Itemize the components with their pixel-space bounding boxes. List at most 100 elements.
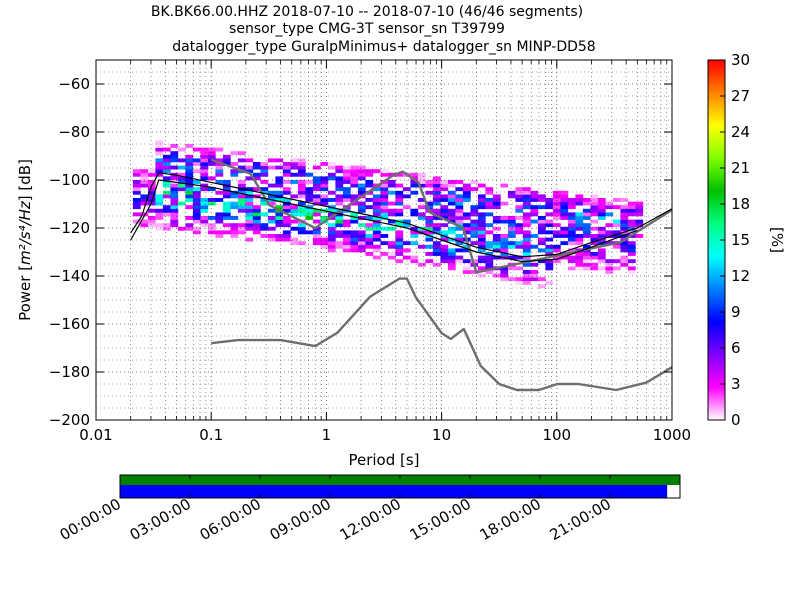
psd-cell — [395, 198, 404, 202]
psd-cell — [267, 190, 276, 195]
psd-cell — [402, 223, 411, 228]
psd-cell — [170, 208, 179, 213]
x-tick-label: 100 — [542, 426, 571, 444]
psd-cell — [522, 262, 531, 267]
mode-psd-line — [130, 179, 638, 263]
colorbar-tick-label: 24 — [731, 123, 750, 141]
psd-cell — [305, 180, 314, 184]
psd-cell — [162, 169, 171, 174]
psd-cell — [185, 190, 194, 195]
psd-cell — [230, 216, 239, 220]
psd-cell — [462, 183, 471, 188]
psd-cell — [605, 241, 614, 246]
psd-cell — [267, 183, 276, 188]
psd-cell — [267, 216, 276, 220]
psd-cell — [432, 216, 441, 220]
psd-cell — [162, 180, 171, 184]
psd-cell — [207, 151, 216, 156]
psd-cell — [627, 259, 636, 264]
psd-cell — [245, 165, 254, 170]
psd-cell — [597, 259, 606, 264]
psd-cell — [275, 198, 284, 202]
psd-cell — [560, 230, 569, 235]
psd-cell — [312, 198, 321, 202]
psd-cell — [582, 223, 591, 228]
psd-cell — [200, 151, 209, 156]
psd-cell — [245, 194, 254, 199]
psd-cell — [372, 205, 381, 210]
psd-cell — [162, 165, 171, 170]
psd-cell — [515, 194, 524, 199]
psd-cell — [357, 183, 366, 188]
psd-cell — [530, 219, 539, 224]
psd-coverage-bar — [120, 485, 668, 498]
psd-cell — [402, 219, 411, 224]
psd-cell — [335, 216, 344, 220]
psd-cell — [545, 212, 554, 217]
psd-cell — [605, 205, 614, 210]
psd-cell — [365, 172, 374, 177]
psd-cell — [350, 248, 359, 253]
psd-cell — [627, 201, 636, 206]
psd-cell — [477, 259, 486, 264]
psd-cell — [560, 208, 569, 213]
psd-cell — [410, 190, 419, 195]
psd-cell — [612, 234, 621, 238]
psd-cell — [132, 205, 141, 210]
data-coverage-bar — [120, 475, 680, 485]
psd-cell — [237, 230, 246, 235]
psd-cell — [177, 165, 186, 170]
psd-cell — [260, 226, 269, 231]
psd-cell — [455, 241, 464, 246]
psd-cell — [170, 198, 179, 202]
psd-cell — [530, 190, 539, 195]
psd-cell — [237, 165, 246, 170]
psd-cell — [447, 216, 456, 220]
psd-cell — [372, 230, 381, 235]
psd-cell — [275, 234, 284, 238]
psd-cell — [417, 262, 426, 267]
psd-cell — [432, 201, 441, 206]
psd-cell — [365, 223, 374, 228]
psd-cell — [477, 219, 486, 224]
psd-cell — [582, 198, 591, 202]
psd-cell — [350, 169, 359, 174]
psd-cell — [215, 234, 224, 238]
psd-cell — [432, 187, 441, 192]
psd-cell — [567, 234, 576, 238]
psd-cell — [222, 194, 231, 199]
psd-cell — [290, 158, 299, 163]
psd-cell — [327, 234, 336, 238]
psd-cell — [522, 244, 531, 249]
psd-cell — [192, 180, 201, 184]
psd-cell — [342, 230, 351, 235]
psd-cell — [410, 241, 419, 246]
psd-cell — [297, 187, 306, 192]
psd-cell — [177, 183, 186, 188]
psd-cell — [282, 219, 291, 224]
psd-cell — [567, 255, 576, 260]
psd-cell — [500, 237, 509, 242]
psd-cell — [545, 230, 554, 235]
psd-cell — [597, 234, 606, 238]
psd-cell — [582, 216, 591, 220]
psd-cell — [515, 208, 524, 213]
psd-cell — [410, 226, 419, 231]
psd-cell — [627, 226, 636, 231]
psd-cell — [627, 208, 636, 213]
psd-cell — [455, 255, 464, 260]
psd-cell — [207, 201, 216, 206]
psd-cell — [342, 169, 351, 174]
psd-cell — [500, 277, 509, 282]
psd-cell — [567, 205, 576, 210]
psd-cell — [440, 194, 449, 199]
psd-cell — [290, 205, 299, 210]
psd-cell — [132, 169, 141, 174]
psd-cell — [515, 255, 524, 260]
psd-cell — [597, 226, 606, 231]
psd-cell — [170, 194, 179, 199]
psd-cell — [282, 230, 291, 235]
psd-cell — [462, 223, 471, 228]
psd-cell — [342, 198, 351, 202]
